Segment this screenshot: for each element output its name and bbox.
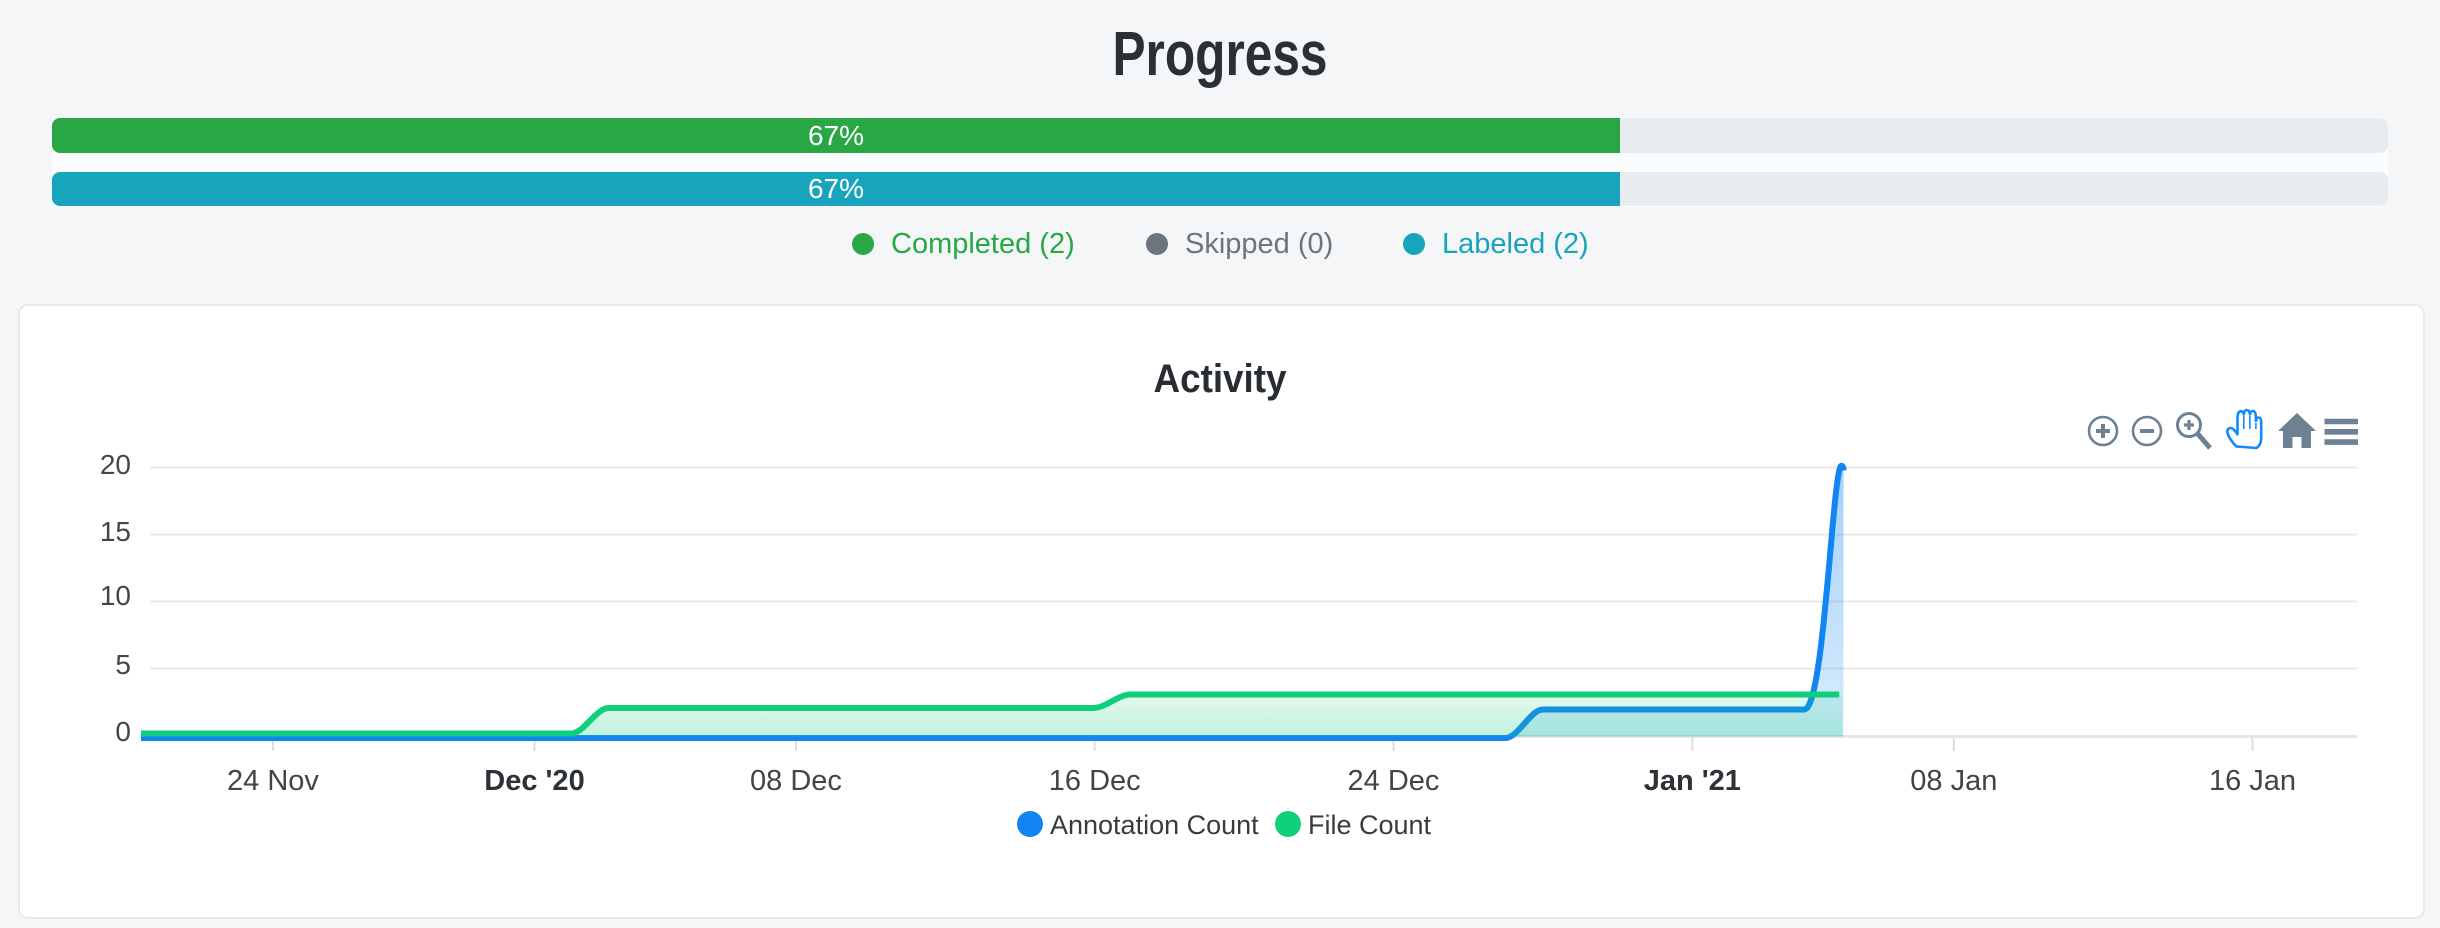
svg-text:5: 5 — [115, 649, 131, 680]
svg-text:10: 10 — [100, 580, 131, 611]
svg-text:15: 15 — [100, 516, 131, 547]
svg-text:24 Nov: 24 Nov — [227, 765, 319, 797]
svg-text:24 Dec: 24 Dec — [1348, 765, 1440, 797]
svg-text:0: 0 — [115, 716, 131, 747]
svg-text:20: 20 — [100, 449, 131, 480]
svg-text:08 Dec: 08 Dec — [750, 765, 842, 797]
svg-text:Dec '20: Dec '20 — [484, 765, 584, 797]
svg-text:16 Jan: 16 Jan — [2209, 765, 2296, 797]
svg-text:Jan '21: Jan '21 — [1644, 765, 1741, 797]
svg-text:08 Jan: 08 Jan — [1910, 765, 1997, 797]
svg-text:16 Dec: 16 Dec — [1049, 765, 1141, 797]
svg-text:Annotation Count: Annotation Count — [1050, 810, 1259, 840]
svg-text:File Count: File Count — [1308, 810, 1432, 840]
